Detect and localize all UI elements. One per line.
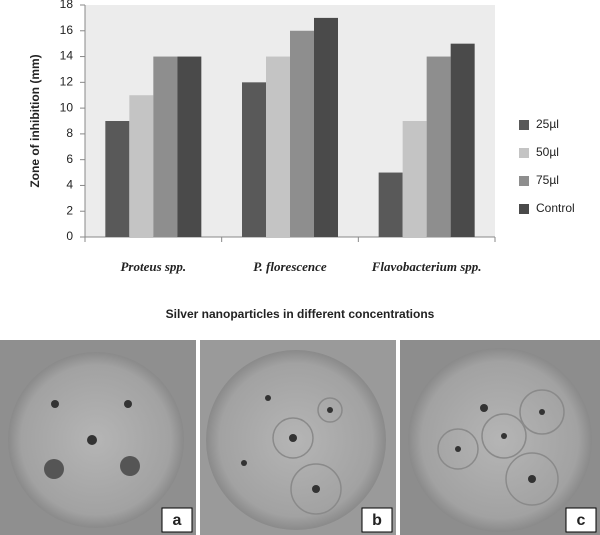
y-tick-label: 14 (60, 49, 74, 63)
x-tick-label: P. florescence (253, 259, 327, 274)
photo-label-box (565, 507, 597, 533)
y-tick-label: 10 (60, 100, 74, 114)
legend-swatch (519, 148, 529, 158)
y-tick-label: 18 (60, 0, 74, 11)
y-tick-label: 2 (66, 203, 73, 217)
photo-label: b (372, 512, 382, 529)
x-tick-label: Proteus spp. (120, 259, 186, 274)
bar (266, 56, 290, 237)
photo-label-box (161, 507, 193, 533)
legend-swatch (519, 176, 529, 186)
y-tick-label: 6 (66, 152, 73, 166)
legend-label: Control (536, 201, 575, 215)
y-axis-title: Zone of inhibition (mm) (28, 54, 42, 187)
x-tick-label: Flavobacterium spp. (371, 259, 482, 274)
photo-label: a (173, 512, 182, 529)
bar (105, 121, 130, 237)
legend-swatch (519, 120, 529, 130)
bar (129, 95, 154, 237)
y-tick-label: 0 (66, 229, 73, 243)
bar (242, 82, 266, 237)
petri-dish (408, 348, 592, 532)
y-tick-label: 4 (66, 178, 73, 192)
bar (378, 172, 403, 237)
inhibition-zones (272, 389, 565, 515)
y-tick-label: 16 (60, 23, 74, 37)
bar (450, 43, 475, 237)
legend-swatch (519, 204, 529, 214)
wells (44, 395, 545, 493)
legend-label: 25µl (536, 117, 559, 131)
bar (314, 17, 338, 238)
photos: a b c (0, 340, 600, 535)
legend-label: 50µl (536, 145, 559, 159)
photo-label: c (577, 512, 586, 529)
bar (290, 30, 314, 238)
y-tick-label: 12 (60, 75, 74, 89)
bar (177, 56, 202, 237)
bar (402, 121, 427, 237)
y-tick-label: 8 (66, 126, 73, 140)
x-axis-title: Silver nanoparticles in different concen… (166, 307, 435, 321)
legend-label: 75µl (536, 173, 559, 187)
bar (426, 56, 451, 237)
photo-label-box (361, 507, 393, 533)
bar (153, 56, 178, 237)
